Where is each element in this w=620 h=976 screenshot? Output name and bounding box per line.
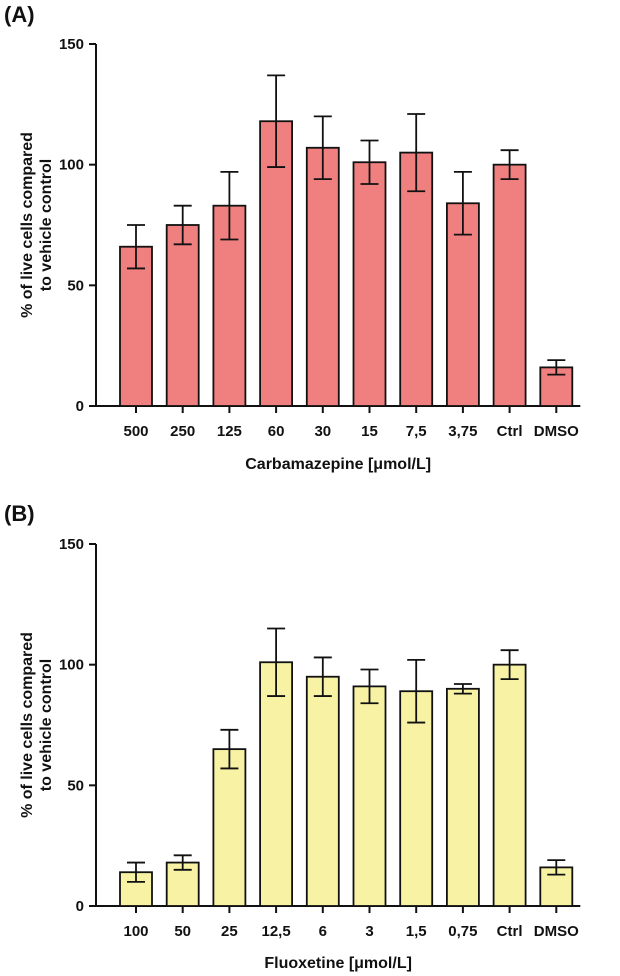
y-axis-title: % of live cells compared to vehicle contr…	[19, 632, 55, 818]
x-tick-label: 7,5	[406, 423, 427, 440]
bar	[445, 202, 480, 407]
y-tick-label: 100	[59, 657, 84, 674]
x-tick-label: 25	[221, 923, 238, 940]
x-tick-label: 50	[174, 923, 191, 940]
x-tick-label: 30	[314, 423, 331, 440]
x-tick-label: 500	[123, 423, 148, 440]
y-tick-label: 150	[59, 536, 84, 553]
y-axis-title-line: % of live cells compared	[19, 132, 36, 318]
x-tick-label: 100	[123, 923, 148, 940]
bar	[445, 687, 480, 907]
x-axis-title: Carbamazepine [μmol/L]	[245, 456, 431, 473]
bar	[352, 161, 387, 407]
y-tick-label: 50	[67, 277, 84, 294]
bar	[305, 146, 340, 407]
y-tick-label: 150	[59, 36, 84, 53]
bar	[492, 163, 527, 407]
x-tick-label: 1,5	[406, 923, 427, 940]
bar	[165, 224, 200, 407]
x-tick-label: 3,75	[448, 423, 477, 440]
y-axis-title-line: to vehicle control	[38, 659, 55, 791]
bar	[399, 690, 434, 907]
x-tick-label: 60	[268, 423, 285, 440]
x-tick-label: DMSO	[534, 923, 579, 940]
y-axis-title-line: to vehicle control	[38, 159, 55, 291]
bar	[259, 661, 294, 907]
panel-label: (B)	[4, 501, 35, 526]
x-axis-title: Fluoxetine [μmol/L]	[264, 955, 412, 972]
y-tick-label: 0	[76, 898, 84, 915]
panel-b: (B) 0 50 100 150 100 50 25 12,5 6 3 1,5 0,75 Ctrl DMSO…	[4, 501, 581, 972]
x-tick-label: 12,5	[261, 923, 290, 940]
bar	[352, 685, 387, 907]
panel-a: (A) 0 50 100 150 500 250 125 60 30 15 7,5 3,75 Ctrl DM…	[4, 2, 581, 473]
bar	[212, 748, 247, 907]
y-tick-label: 100	[59, 157, 84, 174]
bar	[305, 675, 340, 907]
bar	[399, 151, 434, 407]
y-axis-title-line: % of live cells compared	[19, 632, 36, 818]
y-tick-label: 50	[67, 777, 84, 794]
x-tick-label: 125	[217, 423, 242, 440]
x-tick-label: DMSO	[534, 423, 579, 440]
x-tick-label: 0,75	[448, 923, 477, 940]
bar	[119, 245, 153, 407]
y-axis-title: % of live cells compared to vehicle contr…	[19, 132, 55, 318]
panel-label: (A)	[4, 2, 35, 27]
x-tick-label: 15	[361, 423, 378, 440]
x-tick-label: Ctrl	[497, 923, 523, 940]
y-tick-label: 0	[76, 398, 84, 415]
x-tick-label: 250	[170, 423, 195, 440]
x-tick-label: Ctrl	[497, 423, 523, 440]
bar	[492, 663, 527, 907]
x-tick-label: 3	[365, 923, 373, 940]
x-tick-label: 6	[319, 923, 327, 940]
